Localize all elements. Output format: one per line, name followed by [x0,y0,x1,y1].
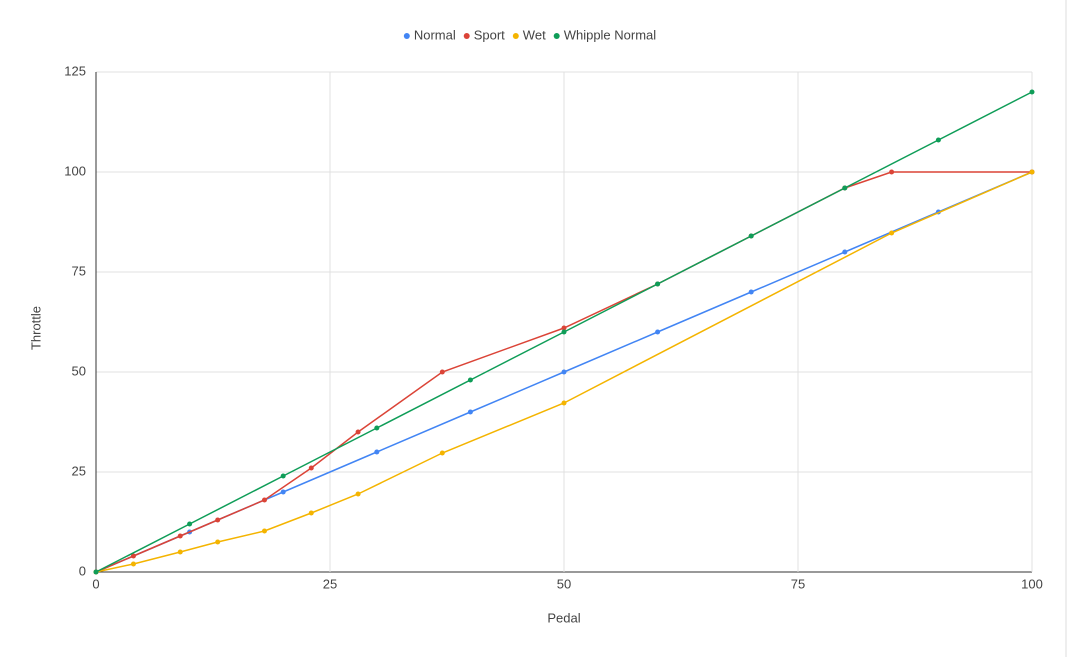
data-point [355,429,361,435]
data-point [889,169,895,175]
data-point [935,137,941,143]
legend-marker [403,33,410,39]
data-point [374,425,380,431]
data-point [215,539,221,545]
legend: Normal Sport Wet Whipple Normal [403,27,657,42]
data-point [655,329,661,335]
x-tick-label: 25 [323,576,337,591]
data-point [561,325,567,331]
data-point [177,549,183,555]
legend-marker [512,33,519,39]
data-point [561,329,567,335]
data-point [889,230,895,236]
data-point [177,533,183,539]
data-point [1029,169,1035,175]
data-point [842,185,848,191]
y-tick-label: 100 [64,163,86,178]
data-point [655,281,661,287]
x-tick-label: 75 [791,576,805,591]
data-point [439,369,445,375]
data-point [130,561,136,567]
legend-marker [553,33,560,39]
data-point [280,489,286,495]
data-point [561,400,567,406]
x-tick-label: 100 [1021,576,1043,591]
data-point [261,497,267,503]
data-point [187,521,193,527]
data-point [261,528,267,534]
data-point [355,491,361,497]
data-point [374,449,380,455]
data-point [130,553,136,559]
x-axis-label: Pedal [547,610,580,625]
data-point [467,377,473,383]
x-tick-label: 50 [557,576,571,591]
data-point [280,473,286,479]
x-tick-label: 0 [92,576,99,591]
data-point [748,233,754,239]
y-axis-label: Throttle [28,306,43,350]
y-tick-label: 0 [79,563,86,578]
data-point [561,369,567,375]
legend-label: Wet [523,27,546,42]
data-point [467,409,473,415]
data-point [308,510,314,516]
y-tick-label: 25 [72,463,86,478]
data-point [215,517,221,523]
data-point [842,249,848,255]
y-tick-label: 125 [64,63,86,78]
legend-label: Sport [474,27,505,42]
data-point [1029,89,1035,95]
y-tick-label: 75 [72,263,86,278]
y-tick-label: 50 [72,363,86,378]
legend-marker [463,33,470,39]
data-point [308,465,314,471]
legend-label: Normal [414,27,456,42]
data-point [748,289,754,295]
data-point [93,569,99,575]
legend-label: Whipple Normal [564,27,657,42]
data-point [439,450,445,456]
